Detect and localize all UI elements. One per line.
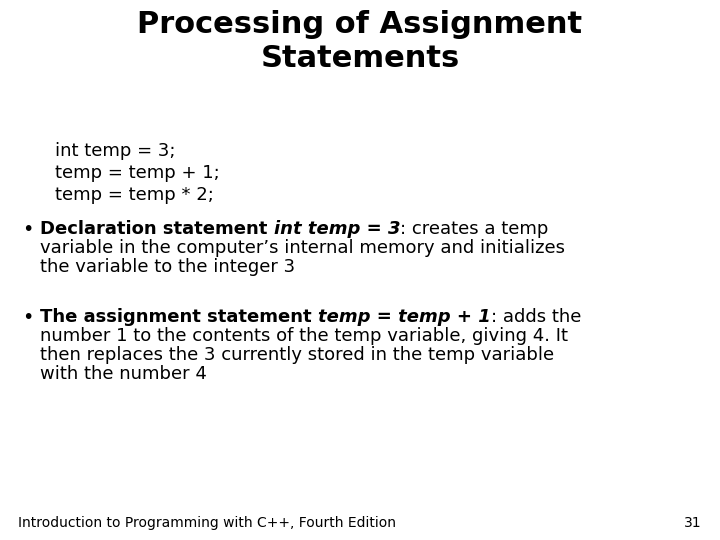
Text: then replaces the 3 currently stored in the temp variable: then replaces the 3 currently stored in … [40,346,554,364]
Text: 31: 31 [685,516,702,530]
Text: Processing of Assignment
Statements: Processing of Assignment Statements [138,10,582,72]
Text: number 1 to the contents of the temp variable, giving 4. It: number 1 to the contents of the temp var… [40,327,568,345]
Text: The assignment statement: The assignment statement [40,308,318,326]
Text: : adds the: : adds the [490,308,581,326]
Text: temp = temp * 2;: temp = temp * 2; [55,186,214,204]
Text: int temp = 3: int temp = 3 [274,220,400,238]
Text: : creates a temp: : creates a temp [400,220,549,238]
Text: temp = temp + 1: temp = temp + 1 [318,308,490,326]
Text: •: • [22,308,33,327]
Text: temp = temp + 1;: temp = temp + 1; [55,164,220,182]
Text: variable in the computer’s internal memory and initializes: variable in the computer’s internal memo… [40,239,565,257]
Text: Declaration statement: Declaration statement [40,220,274,238]
Text: •: • [22,220,33,239]
Text: int temp = 3;: int temp = 3; [55,142,176,160]
Text: the variable to the integer 3: the variable to the integer 3 [40,258,295,276]
Text: with the number 4: with the number 4 [40,365,207,383]
Text: Introduction to Programming with C++, Fourth Edition: Introduction to Programming with C++, Fo… [18,516,396,530]
